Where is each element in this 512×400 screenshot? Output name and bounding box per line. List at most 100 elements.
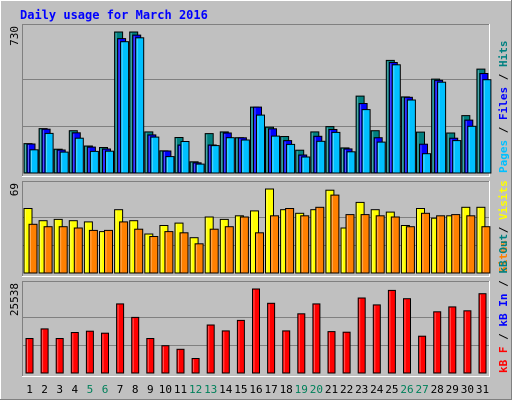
bar [421, 212, 430, 274]
bar [165, 156, 175, 174]
bar [55, 338, 64, 374]
bar [131, 316, 140, 374]
bar [44, 132, 54, 174]
bar [312, 303, 321, 374]
bar [149, 236, 159, 274]
bar [345, 214, 355, 274]
y-max-label: 25538 [8, 283, 21, 316]
x-tick-label: 19 [295, 383, 308, 396]
panel-hits-files-pages: 730 Pages / Files / Hits [8, 24, 510, 177]
x-tick-label: 9 [147, 383, 154, 396]
legend-entry: Visits [497, 180, 510, 220]
bar [224, 226, 234, 274]
bar [271, 135, 280, 174]
bar [286, 143, 296, 174]
legend-entry: / [497, 327, 510, 347]
bar [29, 149, 39, 174]
bar [387, 289, 396, 374]
x-tick-label: 27 [415, 383, 428, 396]
x-tick-label: 20 [310, 383, 323, 396]
bar [267, 302, 276, 374]
series-kb-f [25, 288, 487, 374]
bar [252, 288, 260, 374]
x-tick-label: 23 [355, 383, 368, 396]
bar [70, 332, 79, 374]
bar [405, 226, 415, 274]
legend-entry: Sites [497, 240, 510, 273]
bar [120, 41, 130, 174]
bar [270, 215, 279, 274]
bar [239, 216, 249, 274]
x-tick-label: 6 [102, 383, 109, 396]
series-sites [28, 194, 491, 274]
x-tick-label: 8 [132, 383, 139, 396]
bar [85, 330, 94, 374]
bar [88, 229, 98, 274]
bar [164, 231, 174, 274]
x-tick-label: 30 [461, 383, 474, 396]
bar [116, 303, 125, 374]
bar [376, 141, 386, 174]
y-max-label: 69 [8, 183, 21, 196]
bar [481, 226, 491, 274]
bar [478, 293, 487, 374]
bar [25, 338, 34, 374]
bar [357, 297, 366, 374]
bar [104, 229, 113, 274]
legend-entry: kB F [497, 347, 510, 374]
bar [89, 150, 99, 174]
bar [191, 358, 200, 374]
bar [58, 226, 68, 274]
x-tick-label: 12 [189, 383, 202, 396]
bar [297, 313, 306, 374]
legend-entry: / [497, 220, 510, 240]
legend-entry: kB In [497, 294, 510, 327]
x-tick-label: 21 [325, 383, 338, 396]
bar [360, 214, 370, 274]
bar [406, 99, 416, 174]
x-tick-label: 15 [234, 383, 247, 396]
legend-entry: Files [497, 87, 510, 120]
bar [300, 215, 310, 274]
bar [28, 223, 38, 274]
bar [372, 304, 381, 374]
bar [255, 232, 264, 274]
bar [403, 298, 411, 374]
x-tick-label: 29 [446, 383, 459, 396]
x-tick-label: 11 [174, 383, 187, 396]
bar [433, 311, 442, 374]
chart-title: Daily usage for March 2016 [20, 8, 208, 22]
bar [482, 79, 492, 174]
bar [391, 64, 401, 174]
bar [330, 194, 340, 274]
bar [422, 153, 431, 174]
bar [463, 310, 472, 374]
x-tick-label: 1 [26, 383, 33, 396]
bar [150, 136, 160, 174]
x-tick-label: 18 [280, 383, 293, 396]
bar [135, 37, 145, 174]
panel-kbytes: 25538 kB F / kB In / kB Out [8, 234, 510, 377]
bar [236, 319, 245, 374]
bar [331, 131, 341, 174]
legend-entry: kB Out [497, 234, 510, 274]
bar [418, 335, 427, 374]
bar [210, 145, 220, 174]
bar [361, 109, 371, 174]
bar [43, 226, 53, 274]
legend-entry: / [497, 67, 510, 87]
bar [195, 163, 205, 174]
x-tick-label: 26 [400, 383, 413, 396]
x-tick-label: 25 [385, 383, 398, 396]
bar [327, 331, 336, 374]
bar [209, 228, 219, 274]
bar [467, 125, 477, 174]
bar [179, 232, 189, 274]
bar [59, 151, 69, 174]
x-tick-label: 14 [219, 383, 233, 396]
bar [301, 156, 311, 174]
legend-entry: Pages [497, 140, 510, 173]
bar [146, 338, 155, 374]
